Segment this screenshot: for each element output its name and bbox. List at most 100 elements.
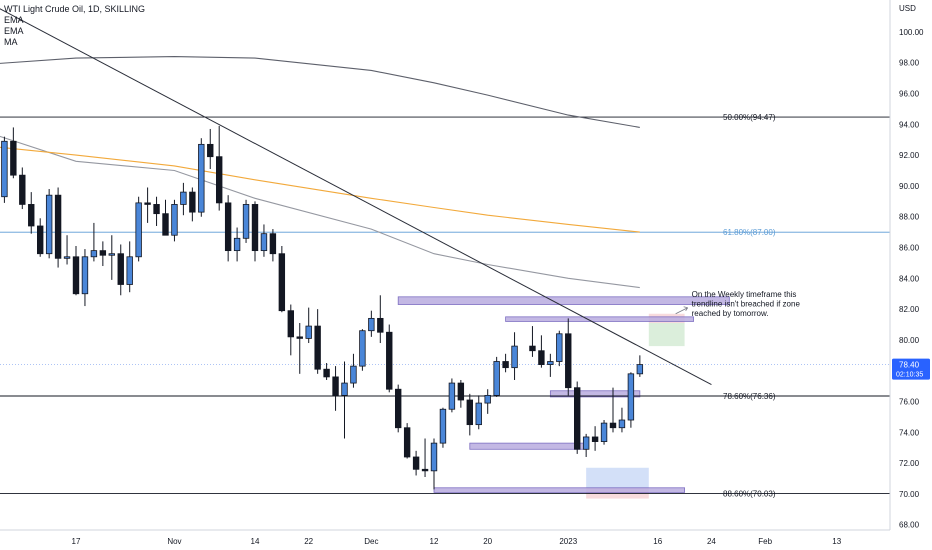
candle-down <box>37 225 44 255</box>
candle-up <box>260 233 268 252</box>
supply-demand-zone <box>433 487 686 493</box>
candle-up <box>108 253 115 256</box>
candle-up <box>636 364 644 375</box>
candle-down <box>278 253 286 312</box>
moving-average-line <box>0 146 640 233</box>
candle-down <box>224 202 232 252</box>
candle-up <box>45 194 53 255</box>
candle-down <box>162 213 169 236</box>
candle-up <box>233 237 241 252</box>
x-tick-label: Nov <box>167 537 181 546</box>
candle-down <box>117 253 124 285</box>
symbol-title: WTI Light Crude Oil, 1D, SKILLING <box>4 4 146 14</box>
last-price-countdown: 02:10:35 <box>896 372 923 379</box>
candle-down <box>19 174 26 205</box>
annotation-arrowhead <box>683 306 688 311</box>
candle-up <box>627 373 635 421</box>
candle-up <box>600 422 608 442</box>
candle-down <box>377 317 384 333</box>
indicator-label-ema-1: EMA <box>4 15 24 25</box>
supply-demand-zone <box>469 442 587 450</box>
y-tick-label: 94.00 <box>899 120 920 129</box>
y-tick-label: 80.00 <box>899 336 920 345</box>
candle-down <box>54 194 62 259</box>
candle-up <box>341 382 348 396</box>
candle-down <box>332 376 339 396</box>
x-tick-label: 22 <box>304 537 313 546</box>
last-price-value: 78.40 <box>899 361 920 370</box>
candle-up <box>547 361 554 365</box>
supply-demand-zone <box>397 296 730 305</box>
trendline <box>0 8 712 386</box>
candle-up <box>171 204 178 236</box>
candle-up <box>126 256 133 285</box>
y-tick-label: 90.00 <box>899 182 920 191</box>
candle-up <box>475 402 482 426</box>
candle-up <box>180 191 187 205</box>
y-tick-label: 88.00 <box>899 213 920 222</box>
x-tick-label: Feb <box>758 537 772 546</box>
x-tick-label: 17 <box>72 537 81 546</box>
candle-down <box>394 388 402 429</box>
candle-up <box>368 317 375 332</box>
candle-down <box>574 387 581 450</box>
x-tick-label: 20 <box>483 537 492 546</box>
candle-down <box>538 350 545 365</box>
x-tick-label: Dec <box>364 537 378 546</box>
candle-up <box>448 382 456 410</box>
candle-down <box>591 436 599 442</box>
candle-up <box>484 394 491 404</box>
candle-down <box>314 325 321 370</box>
candle-down <box>207 143 214 158</box>
candle-down <box>215 156 223 204</box>
y-tick-label: 86.00 <box>899 244 920 253</box>
x-tick-label: 24 <box>707 537 716 546</box>
chart-legend: WTI Light Crude Oil, 1D, SKILLING EMA EM… <box>4 4 145 48</box>
candle-down <box>502 361 509 369</box>
candle-down <box>529 345 536 352</box>
candle-down <box>28 204 35 227</box>
annotation-arrow <box>675 307 688 315</box>
y-tick-label: 96.00 <box>899 90 920 99</box>
candle-up <box>556 333 563 362</box>
plot-area: 50.00%(94.47) 61.80%(87.00) 78.60%(76.36) 8… <box>0 8 890 499</box>
y-tick-label: 68.00 <box>899 521 920 530</box>
candle-up <box>90 250 98 258</box>
candle-down <box>287 310 294 338</box>
candle-up <box>350 365 357 384</box>
risk-reward-box <box>648 323 685 347</box>
candle-up <box>359 330 366 367</box>
candle-up <box>618 419 626 429</box>
candle-down <box>466 399 473 426</box>
fib-level-label: 50.00%(94.47) <box>723 113 776 122</box>
candle-up <box>81 256 89 295</box>
candle-up <box>582 436 590 450</box>
candle-down <box>565 333 572 389</box>
candle-down <box>403 427 411 458</box>
candle-up <box>511 345 518 369</box>
y-tick-label: 76.00 <box>899 398 920 407</box>
candle-down <box>323 368 330 378</box>
candle-down <box>609 422 617 429</box>
candle-down <box>457 382 465 401</box>
y-tick-label: 70.00 <box>899 490 920 499</box>
candle-up <box>430 442 438 472</box>
candle-down <box>296 336 303 339</box>
y-tick-label: 100.00 <box>899 28 924 37</box>
candle-up <box>305 325 312 339</box>
candle-down <box>144 202 151 205</box>
x-tick-label: 13 <box>832 537 841 546</box>
y-tick-label: 92.00 <box>899 151 920 160</box>
moving-average-line <box>0 56 640 128</box>
y-tick-label: 72.00 <box>899 459 920 468</box>
indicator-label-ema-2: EMA <box>4 26 24 36</box>
candle-down <box>99 250 107 256</box>
last-price-badge-bg <box>892 358 930 380</box>
y-tick-label: 84.00 <box>899 274 920 283</box>
x-tick-label: 12 <box>430 537 439 546</box>
y-tick-label: 74.00 <box>899 428 920 437</box>
x-tick-label: 14 <box>251 537 260 546</box>
risk-reward-box <box>586 467 649 488</box>
annotation-text-line: On the Weekly timeframe this <box>692 290 797 299</box>
